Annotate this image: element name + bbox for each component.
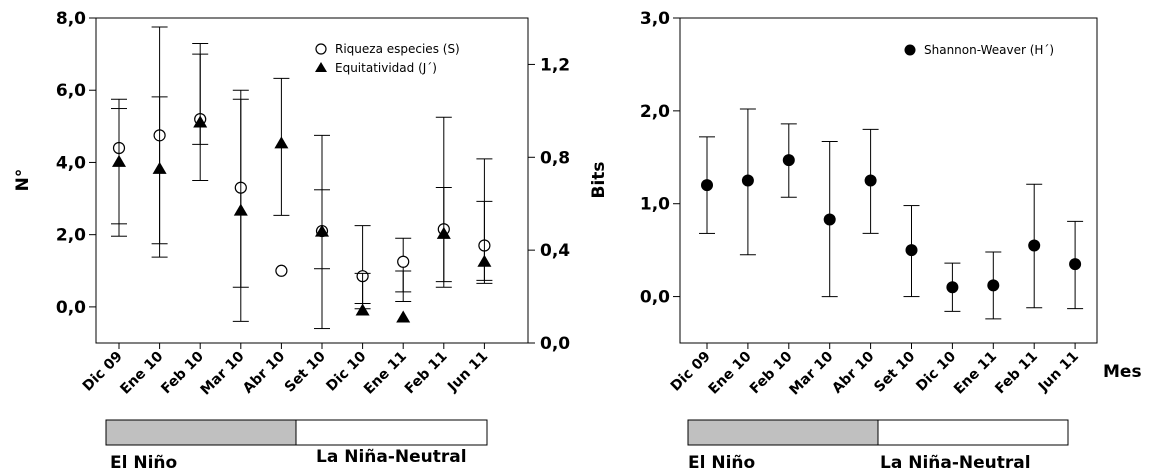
- la-nina-bar-left: [295, 419, 488, 446]
- x-tick-label: Ene 10: [117, 348, 166, 397]
- right-y-tick-label: 0,0: [540, 334, 570, 354]
- legend-filled-triangle-icon: [315, 62, 327, 72]
- el-nino-label-right: El Niño: [688, 453, 755, 472]
- legend-filled-circle-icon: [904, 44, 916, 56]
- y-tick-label: 0,0: [56, 298, 86, 318]
- x-tick-label: Abr 10: [829, 348, 877, 396]
- data-point-triangle: [396, 310, 411, 323]
- left-plot-frame: [95, 17, 529, 344]
- data-point-triangle: [233, 203, 248, 216]
- x-tick-label: Jun 11: [444, 349, 491, 396]
- data-point-open-circle: [397, 255, 410, 268]
- x-tick-label: Ene 11: [361, 349, 410, 398]
- right-y-axis-label: Bits: [589, 161, 609, 198]
- x-tick-label: Mar 10: [198, 348, 248, 398]
- data-point-triangle: [112, 154, 126, 167]
- right-plot-frame: [679, 17, 1098, 344]
- data-point-triangle: [152, 161, 167, 174]
- legend-label-shannon: Shannon-Weaver (H´): [924, 43, 1054, 57]
- data-point-triangle: [274, 136, 289, 149]
- el-nino-bar-left: [105, 419, 297, 446]
- data-point-filled-circle: [987, 279, 1000, 292]
- y-tick-label: 0,0: [640, 288, 670, 308]
- data-point-filled-circle: [741, 174, 754, 187]
- el-nino-label-left: El Niño: [110, 453, 177, 472]
- right-x-axis-label: Mes: [1103, 362, 1142, 382]
- x-tick-label: Set 10: [282, 348, 329, 395]
- data-point-triangle: [355, 303, 370, 316]
- x-tick-label: Feb 11: [402, 349, 451, 398]
- la-nina-bar-right: [877, 419, 1069, 446]
- data-point-filled-circle: [701, 179, 713, 192]
- data-point-filled-circle: [782, 154, 795, 167]
- x-tick-label: Set 10: [871, 348, 918, 395]
- data-point-open-circle: [275, 264, 288, 277]
- data-point-filled-circle: [864, 174, 877, 187]
- data-point-filled-circle: [1028, 239, 1041, 252]
- data-point-filled-circle: [823, 213, 836, 226]
- x-tick-label: Mar 10: [787, 348, 837, 398]
- la-nina-label-left: La Niña-Neutral: [316, 447, 467, 467]
- y-tick-label: 2,0: [640, 102, 670, 122]
- legend-label-riqueza: Riqueza especies (S): [335, 42, 460, 56]
- y-tick-label: 3,0: [640, 9, 670, 29]
- data-point-triangle: [193, 115, 208, 128]
- x-tick-label: Jun 11: [1035, 349, 1082, 396]
- right-chart-marks: [699, 108, 1084, 320]
- data-point-triangle: [315, 224, 329, 237]
- data-point-filled-circle: [1069, 258, 1082, 271]
- left-y-axis-label: N°: [13, 169, 33, 192]
- y-tick-label: 2,0: [56, 226, 86, 246]
- y-tick-label: 8,0: [56, 9, 86, 29]
- y-tick-label: 4,0: [56, 153, 86, 173]
- data-point-filled-circle: [946, 281, 959, 294]
- right-y-tick-label: 1,2: [540, 55, 570, 75]
- x-tick-label: Ene 10: [706, 348, 755, 397]
- left-right-y-axis: 0,0 0,4 0,8 1,2: [528, 55, 570, 354]
- data-point-triangle: [436, 226, 451, 239]
- la-nina-label-right: La Niña-Neutral: [880, 453, 1031, 472]
- y-tick-label: 6,0: [56, 81, 86, 101]
- right-legend: Shannon-Weaver (H´): [904, 43, 1054, 57]
- x-tick-label: Feb 11: [992, 349, 1041, 398]
- y-tick-label: 1,0: [640, 195, 670, 215]
- right-y-tick-label: 0,8: [540, 148, 570, 168]
- right-y-tick-label: 0,4: [540, 241, 570, 261]
- x-tick-label: Abr 10: [240, 348, 288, 396]
- legend-label-equitatividad: Equitatividad (J´): [335, 61, 437, 75]
- left-legend: Riqueza especies (S) Equitatividad (J´): [315, 42, 460, 75]
- data-point-filled-circle: [905, 244, 918, 257]
- right-y-axis: 0,0 1,0 2,0 3,0: [640, 9, 680, 308]
- x-tick-label: Ene 11: [951, 349, 1000, 398]
- legend-open-circle-icon: [315, 43, 327, 55]
- el-nino-bar-right: [687, 419, 879, 446]
- data-point-triangle: [477, 254, 492, 267]
- left-chart-marks: [111, 26, 493, 330]
- left-y-axis: 0,0 2,0 4,0 6,0 8,0: [56, 9, 96, 318]
